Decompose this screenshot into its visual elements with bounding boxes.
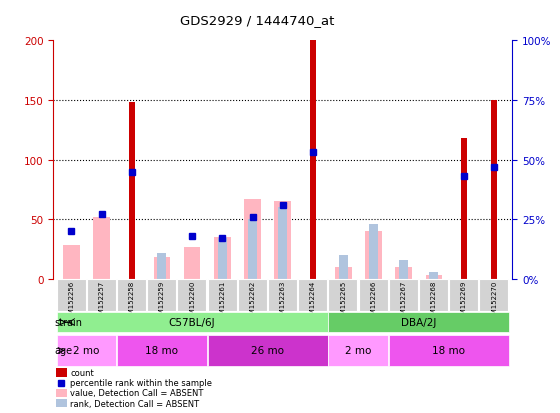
Text: GSM152266: GSM152266 [370, 280, 376, 323]
Bar [63, 246, 80, 279]
Bar [274, 202, 291, 279]
FancyBboxPatch shape [268, 280, 297, 311]
Text: GSM152260: GSM152260 [189, 280, 195, 323]
FancyBboxPatch shape [328, 312, 509, 332]
FancyBboxPatch shape [389, 280, 418, 311]
Text: 2 mo: 2 mo [345, 346, 371, 356]
FancyBboxPatch shape [479, 280, 508, 311]
FancyBboxPatch shape [208, 335, 328, 366]
Text: count: count [70, 368, 94, 377]
Bar [184, 247, 200, 279]
Bar [339, 255, 348, 279]
Text: GSM152268: GSM152268 [431, 280, 437, 323]
Text: GSM152262: GSM152262 [250, 280, 255, 322]
Bar [491, 101, 497, 279]
FancyBboxPatch shape [57, 280, 86, 311]
Text: GSM152263: GSM152263 [280, 280, 286, 323]
Text: 26 mo: 26 mo [251, 346, 284, 356]
Text: value, Detection Call = ABSENT: value, Detection Call = ABSENT [70, 389, 203, 397]
Bar [244, 199, 261, 279]
Bar [365, 232, 382, 279]
Text: GSM152269: GSM152269 [461, 280, 467, 323]
Text: 18 mo: 18 mo [432, 346, 465, 356]
Text: GSM152265: GSM152265 [340, 280, 346, 322]
Text: 2 mo: 2 mo [73, 346, 100, 356]
Bar [218, 239, 227, 279]
Bar [93, 217, 110, 279]
Text: GSM152258: GSM152258 [129, 280, 135, 322]
Bar [430, 272, 438, 279]
FancyBboxPatch shape [117, 335, 207, 366]
Bar [248, 220, 257, 279]
Bar [157, 253, 166, 279]
FancyBboxPatch shape [238, 280, 267, 311]
FancyBboxPatch shape [419, 280, 448, 311]
FancyBboxPatch shape [55, 399, 67, 407]
FancyBboxPatch shape [389, 335, 509, 366]
Bar [395, 267, 412, 279]
Text: GSM152259: GSM152259 [159, 280, 165, 322]
Text: GDS2929 / 1444740_at: GDS2929 / 1444740_at [180, 14, 335, 27]
FancyBboxPatch shape [57, 312, 328, 332]
Text: age: age [54, 346, 72, 356]
Text: 18 mo: 18 mo [146, 346, 179, 356]
Bar [461, 139, 467, 279]
FancyBboxPatch shape [298, 280, 327, 311]
FancyBboxPatch shape [55, 368, 67, 377]
FancyBboxPatch shape [208, 280, 236, 311]
Bar [129, 103, 135, 279]
Bar [278, 208, 287, 279]
Bar [426, 275, 442, 279]
Bar [335, 267, 352, 279]
FancyBboxPatch shape [328, 280, 357, 311]
Bar [153, 258, 170, 279]
Text: GSM152267: GSM152267 [400, 280, 407, 323]
Bar [214, 237, 231, 279]
Text: C57BL/6J: C57BL/6J [169, 318, 216, 328]
FancyBboxPatch shape [117, 280, 146, 311]
Text: GSM152264: GSM152264 [310, 280, 316, 322]
FancyBboxPatch shape [57, 335, 116, 366]
Text: GSM152270: GSM152270 [491, 280, 497, 323]
FancyBboxPatch shape [358, 280, 388, 311]
Text: rank, Detection Call = ABSENT: rank, Detection Call = ABSENT [70, 399, 199, 408]
Text: GSM152261: GSM152261 [220, 280, 225, 323]
Bar [369, 224, 378, 279]
Bar [310, 41, 316, 279]
Text: GSM152256: GSM152256 [68, 280, 74, 322]
Text: DBA/2J: DBA/2J [401, 318, 436, 328]
FancyBboxPatch shape [147, 280, 176, 311]
Bar [399, 260, 408, 279]
FancyBboxPatch shape [87, 280, 116, 311]
Text: strain: strain [54, 318, 82, 328]
Text: GSM152257: GSM152257 [99, 280, 105, 322]
FancyBboxPatch shape [178, 280, 207, 311]
FancyBboxPatch shape [328, 335, 388, 366]
FancyBboxPatch shape [55, 389, 67, 397]
Text: percentile rank within the sample: percentile rank within the sample [70, 378, 212, 387]
FancyBboxPatch shape [449, 280, 478, 311]
